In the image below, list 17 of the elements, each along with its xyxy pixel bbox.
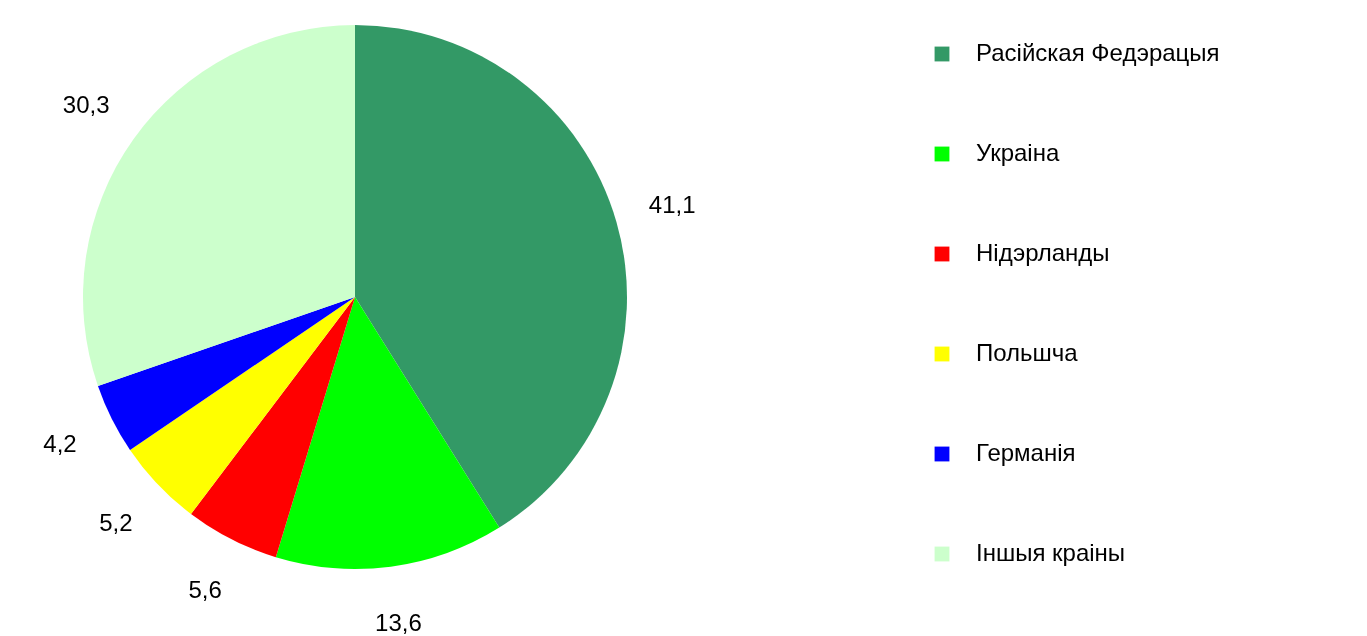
data-label: 5,2 xyxy=(99,509,133,537)
data-label: 41,1 xyxy=(648,190,696,218)
legend-label: Іншыя краіны xyxy=(976,539,1126,566)
legend-label: Польшча xyxy=(976,339,1079,366)
pie-slice xyxy=(97,297,355,450)
data-label: 4,2 xyxy=(43,429,77,457)
legend-label: Расійская Федэрацыя xyxy=(976,39,1220,66)
pie-slice xyxy=(275,297,500,569)
data-label: 30,3 xyxy=(62,90,110,118)
pie-slice xyxy=(130,297,355,514)
data-label: 13,6 xyxy=(375,609,422,636)
legend-label: Украіна xyxy=(976,139,1060,166)
pie-slice xyxy=(191,297,355,558)
legend-label: Нідэрланды xyxy=(976,239,1110,266)
legend-label: Германія xyxy=(976,439,1076,466)
data-label: 5,6 xyxy=(188,576,222,604)
pie-slice xyxy=(355,25,627,528)
